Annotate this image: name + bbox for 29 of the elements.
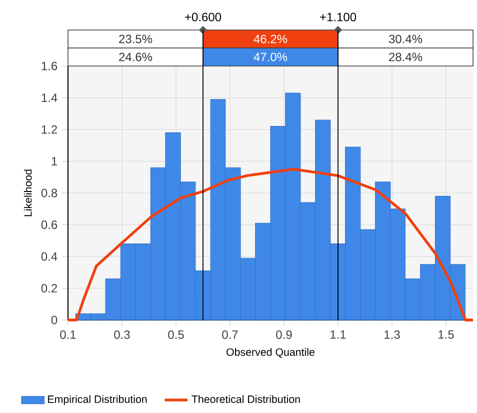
y-tick-label: 0 (51, 316, 58, 324)
x-tick-label: 0.1 (60, 330, 76, 339)
text: 47.0% (254, 52, 288, 62)
x-axis-title: Observed Quantile (226, 348, 314, 358)
x-tick-label: 0.5 (168, 330, 184, 339)
y-tick-label: 1.4 (42, 94, 58, 102)
ref-line-label: +1.100 (320, 12, 356, 22)
x-tick-label: 1.3 (384, 330, 400, 339)
text: 46.2% (254, 34, 288, 44)
y-tick-label: 1 (52, 157, 58, 166)
x-tick-label: 0.3 (114, 330, 130, 339)
x-tick-label: 1.5 (438, 330, 454, 339)
x-tick-label: 0.9 (276, 330, 292, 339)
x-tick-label: 0.7 (222, 330, 238, 339)
text: 30.4% (388, 34, 422, 44)
y-tick-label: 0.6 (41, 220, 58, 230)
y-tick-label: 0.2 (41, 284, 57, 293)
y-tick-label: 1.6 (42, 62, 58, 70)
y-tick-label: 1.2 (42, 125, 57, 134)
y-tick-label: 0.8 (41, 188, 58, 198)
text: 23.5% (119, 34, 152, 44)
ref-line-label: +0.600 (185, 12, 222, 22)
x-tick-label: 1.1 (330, 330, 346, 339)
legend-label: Empirical Distribution (48, 395, 147, 406)
text: 28.4% (389, 52, 422, 62)
y-axis-title: Likelihood (24, 170, 32, 216)
legend-label: Theoretical Distribution (192, 395, 300, 403)
text: 24.6% (119, 52, 152, 62)
y-tick-label: 0.4 (41, 252, 58, 261)
